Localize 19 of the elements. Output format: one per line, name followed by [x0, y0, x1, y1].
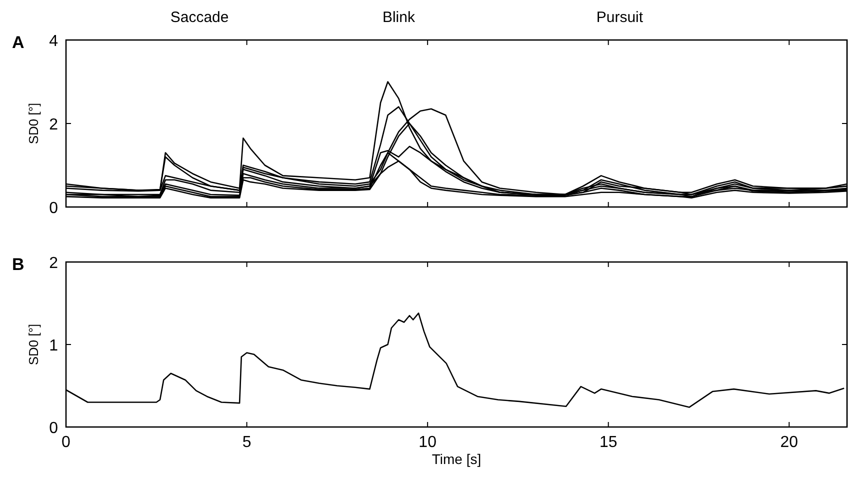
- y-tick-label: 0: [49, 420, 58, 437]
- x-axis-title: Time [s]: [432, 451, 482, 467]
- y-tick-label: 2: [49, 255, 58, 272]
- x-tick-label: 15: [599, 434, 618, 451]
- chart-title: B: [12, 255, 24, 274]
- text: Blink: [382, 9, 416, 26]
- x-tick-label: 10: [418, 434, 437, 451]
- chart-title: A: [12, 33, 24, 52]
- x-tick-label: 5: [242, 434, 252, 451]
- y-tick-label: 2: [49, 116, 58, 134]
- x-tick-label: 0: [62, 434, 71, 451]
- y-tick-label: 0: [49, 200, 58, 217]
- y-tick-label: 1: [49, 338, 58, 354]
- text: Pursuit: [596, 9, 644, 26]
- x-tick-label: 20: [780, 434, 798, 451]
- y-tick-label: 4: [49, 33, 58, 50]
- y-axis-title: SD0 [°]: [26, 102, 41, 144]
- y-axis-title: SD0 [°]: [26, 324, 41, 366]
- text: Saccade: [170, 9, 229, 26]
